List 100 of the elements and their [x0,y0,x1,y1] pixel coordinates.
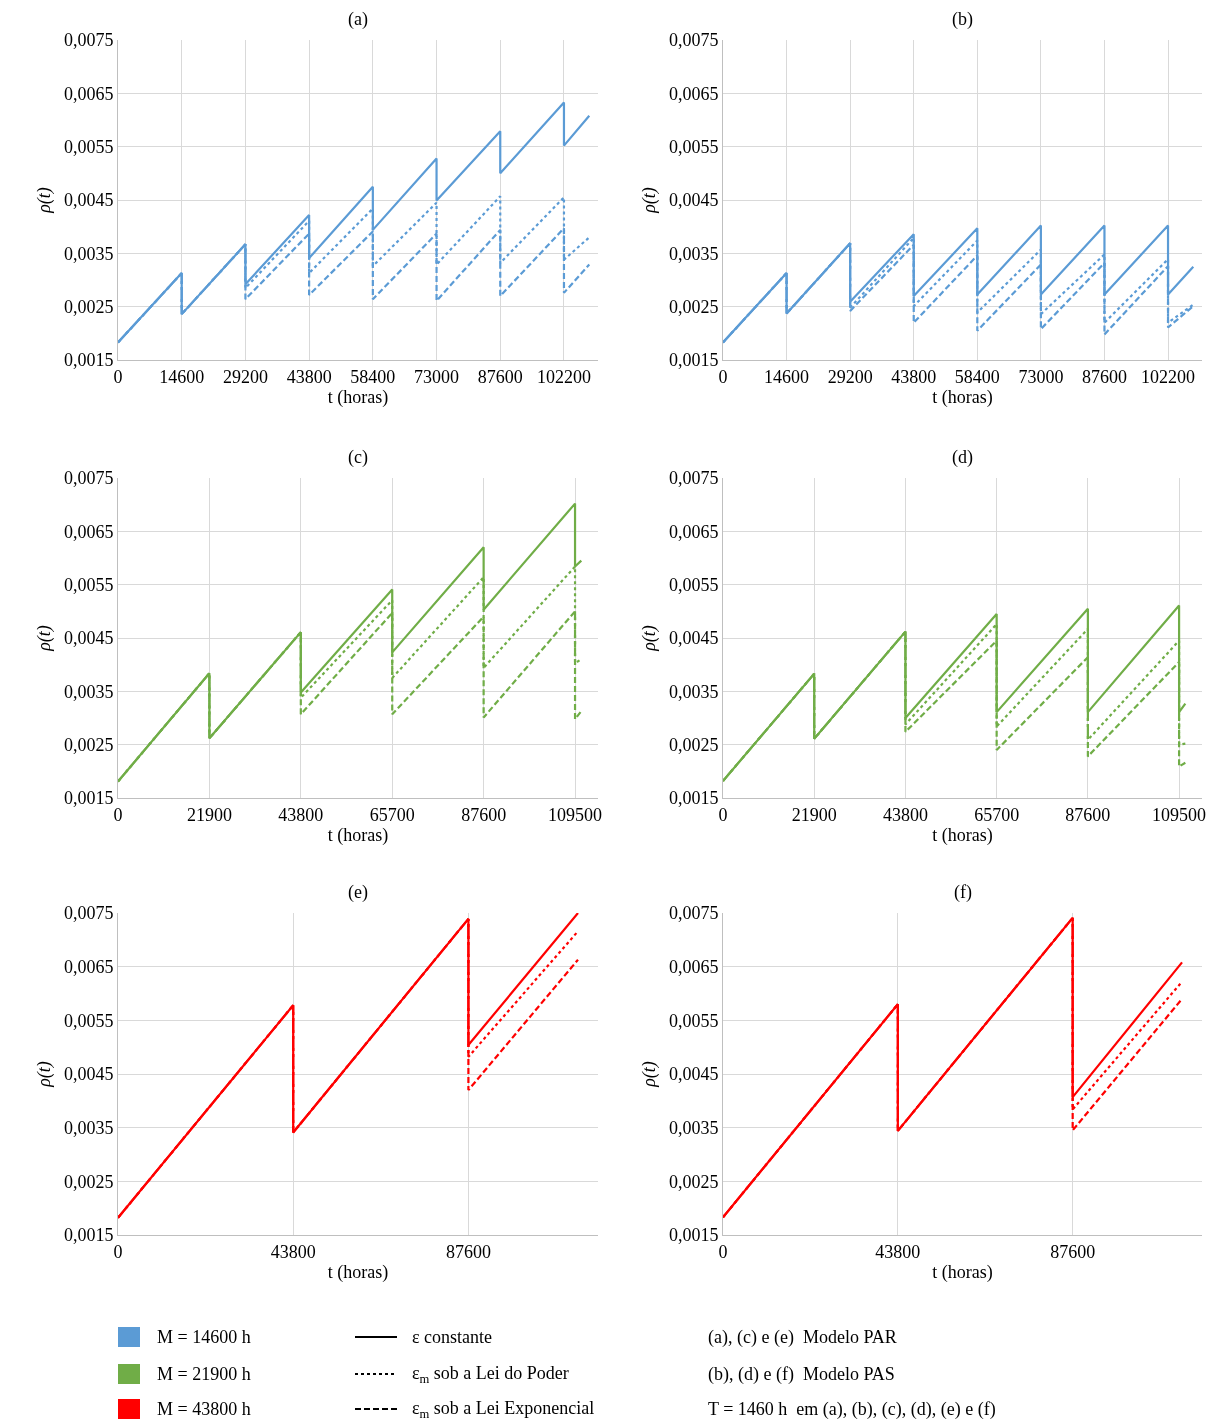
y-tick-label: 0,0035 [668,681,719,702]
x-tick-label: 43800 [882,804,928,825]
y-tick-label: 0,0075 [668,30,719,51]
y-tick-label: 0,0025 [63,1171,114,1192]
y-tick-label: 0,0075 [668,468,719,489]
x-tick-label: 58400 [954,366,1000,387]
chart-title: (e) [348,882,368,903]
x-tick-label: 87600 [1050,1241,1096,1262]
x-axis-title: t (horas) [932,1261,993,1283]
y-tick-label: 0,0055 [668,136,719,157]
x-tick-label: 0 [113,804,123,825]
y-tick-label: 0,0025 [63,296,114,317]
text: M = 14600 h [157,1327,251,1347]
x-tick-label: 87600 [477,366,523,387]
y-tick-label: 0,0035 [63,681,114,702]
x-tick-label: 29200 [827,366,873,387]
x-tick-label: 21900 [186,804,232,825]
y-tick-label: 0,0065 [668,521,719,542]
y-axis-title: ρ(t) [34,187,56,214]
y-tick-label: 0,0015 [63,1225,114,1246]
y-tick-label: 0,0015 [63,788,114,809]
y-tick-label: 0,0055 [63,574,114,595]
chart-title: (c) [348,447,368,468]
x-tick-label: 87600 [461,804,507,825]
x-tick-label: 87600 [445,1241,491,1262]
y-tick-label: 0,0055 [668,1010,719,1031]
x-tick-label: 29200 [222,366,268,387]
y-tick-label: 0,0045 [668,1064,719,1085]
x-axis-title: t (horas) [327,1261,389,1283]
y-tick-label: 0,0065 [668,83,719,104]
x-tick-label: 0 [113,366,123,387]
y-axis-title: ρ(t) [639,187,661,214]
text: ε$_{m}$ sob a Lei do Poder [412,1363,569,1386]
y-tick-label: 0,0045 [63,1064,114,1085]
y-tick-label: 0,0045 [668,628,719,649]
text: ε constante [412,1327,493,1347]
y-tick-label: 0,0055 [63,136,114,157]
x-tick-label: 21900 [791,804,837,825]
y-tick-label: 0,0065 [63,521,114,542]
y-tick-label: 0,0015 [668,788,719,809]
y-tick-label: 0,0045 [63,628,114,649]
x-tick-label: 87600 [1065,804,1111,825]
y-tick-label: 0,0025 [668,296,719,317]
y-tick-label: 0,0045 [63,190,114,211]
x-tick-label: 0 [718,804,728,825]
x-tick-label: 14600 [764,366,810,387]
x-tick-label: 65700 [974,804,1020,825]
y-tick-label: 0,0045 [668,190,719,211]
y-tick-label: 0,0035 [668,1117,719,1138]
y-tick-label: 0,0075 [668,903,719,924]
x-tick-label: 109500 [548,804,603,825]
text: (a), (c) e (e) Modelo PAR [708,1327,897,1348]
y-tick-label: 0,0015 [668,350,719,371]
chart-title: (a) [348,9,368,30]
x-tick-label: 73000 [1018,366,1064,387]
x-tick-label: 58400 [350,366,396,387]
x-axis-title: t (horas) [932,386,993,408]
y-tick-label: 0,0015 [63,350,114,371]
y-tick-label: 0,0075 [63,903,114,924]
x-tick-label: 102200 [536,366,591,387]
x-tick-label: 109500 [1152,804,1207,825]
text: T = 1460 h em (a), (b), (c), (d), (e) e (f) [708,1399,996,1420]
x-tick-label: 43800 [278,804,324,825]
y-tick-label: 0,0035 [63,1117,114,1138]
y-tick-label: 0,0065 [668,956,719,977]
x-axis-title: t (horas) [932,824,993,846]
x-tick-label: 14600 [159,366,205,387]
x-tick-label: 0 [718,1241,728,1262]
x-tick-label: 43800 [270,1241,316,1262]
y-tick-label: 0,0065 [63,83,114,104]
y-tick-label: 0,0025 [63,734,114,755]
x-tick-label: 43800 [286,366,332,387]
y-tick-label: 0,0025 [668,734,719,755]
x-tick-label: 73000 [414,366,460,387]
text: M = 21900 h [157,1364,251,1384]
x-tick-label: 87600 [1081,366,1127,387]
x-axis-title: t (horas) [327,386,389,408]
y-tick-label: 0,0035 [63,243,114,264]
x-tick-label: 65700 [369,804,415,825]
chart-title: (d) [952,447,973,468]
x-tick-label: 102200 [1141,366,1196,387]
y-axis-title: ρ(t) [34,1061,56,1088]
text: M = 43800 h [157,1399,251,1419]
x-tick-label: 0 [718,366,728,387]
y-tick-label: 0,0035 [668,243,719,264]
x-axis-title: t (horas) [327,824,389,846]
y-axis-title: ρ(t) [34,625,56,652]
chart-title: (f) [954,882,972,903]
x-tick-label: 0 [113,1241,123,1262]
text: ε$_{m}$ sob a Lei Exponencial [412,1398,595,1421]
x-tick-label: 43800 [875,1241,921,1262]
y-tick-label: 0,0055 [668,574,719,595]
text: (b), (d) e (f) Modelo PAS [708,1364,895,1385]
x-tick-label: 43800 [891,366,937,387]
y-axis-title: ρ(t) [639,625,661,652]
y-axis-title: ρ(t) [639,1061,661,1088]
y-tick-label: 0,0025 [668,1171,719,1192]
y-tick-label: 0,0015 [668,1225,719,1246]
chart-title: (b) [952,9,973,30]
y-tick-label: 0,0055 [63,1010,114,1031]
